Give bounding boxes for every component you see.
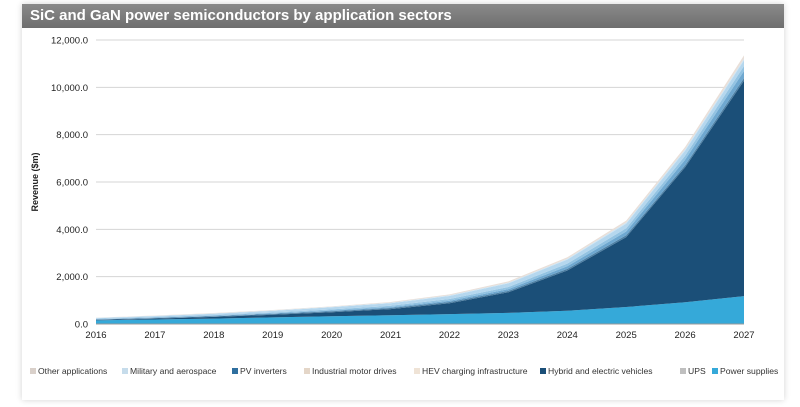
area-pv-inverters <box>96 60 744 319</box>
y-tick-label: 4,000.0 <box>56 225 88 236</box>
legend-label: Hybrid and electric vehicles <box>548 366 653 376</box>
x-tick-label: 2016 <box>85 330 106 341</box>
legend-label: Other applications <box>38 366 108 376</box>
legend-swatch <box>712 367 718 374</box>
legend-label: PV inverters <box>240 366 287 376</box>
x-tick-label: 2026 <box>675 330 696 341</box>
area-chart: 0.0 2,000.0 4,000.0 6,000.0 8,000.0 10,000.0 1… <box>30 36 755 342</box>
x-tick-label: 2021 <box>380 330 401 341</box>
legend-label: Power supplies <box>720 366 779 376</box>
y-tick-label: 8,000.0 <box>56 130 88 141</box>
chart-frame: SiC and GaN power semiconductors by appl… <box>22 4 784 400</box>
x-tick-label: 2019 <box>262 330 283 341</box>
x-tick-label: 2023 <box>498 330 519 341</box>
area-hybrid-and-electric-vehicles <box>96 80 744 321</box>
legend-item: PV inverters <box>232 366 287 376</box>
y-tick-label: 10,000.0 <box>51 83 88 94</box>
y-tick-label: 6,000.0 <box>56 178 88 189</box>
legend-swatch <box>540 367 546 374</box>
legend-item: HEV charging infrastructure <box>414 366 528 376</box>
legend-item: Industrial motor drives <box>304 366 397 376</box>
chart-title-bar: SiC and GaN power semiconductors by appl… <box>22 4 784 28</box>
x-tick-label: 2022 <box>439 330 460 341</box>
legend-swatch <box>232 367 238 374</box>
area-power-supplies <box>96 296 744 324</box>
legend-swatch <box>304 367 310 374</box>
y-tick-label: 2,000.0 <box>56 272 88 283</box>
x-tick-label: 2025 <box>616 330 637 341</box>
legend-item: Hybrid and electric vehicles <box>540 366 653 376</box>
legend-item: Military and aerospace <box>122 366 216 376</box>
x-tick-label: 2027 <box>733 330 754 341</box>
legend-swatch <box>122 367 128 374</box>
legend-label: UPS <box>688 366 706 376</box>
y-tick-label: 12,000.0 <box>51 36 88 47</box>
chart-legend: Other applications Military and aerospace… <box>30 366 782 380</box>
area-industrial-motor-drives <box>96 66 744 320</box>
legend-item: Power supplies <box>712 366 778 376</box>
y-axis-label: Revenue ($m) <box>30 152 40 211</box>
x-tick-label: 2017 <box>144 330 165 341</box>
legend-label: Industrial motor drives <box>312 366 397 376</box>
x-tick-label: 2018 <box>203 330 224 341</box>
legend-swatch <box>414 367 420 374</box>
legend-item: UPS <box>680 366 706 376</box>
y-tick-label: 0.0 <box>75 320 88 331</box>
x-tick-label: 2020 <box>321 330 342 341</box>
legend-swatch <box>30 367 36 374</box>
legend-label: HEV charging infrastructure <box>422 366 528 376</box>
x-tick-label: 2024 <box>557 330 578 341</box>
chart-title: SiC and GaN power semiconductors by appl… <box>30 7 452 24</box>
legend-label: Military and aerospace <box>130 366 217 376</box>
legend-swatch <box>680 367 686 374</box>
legend-item: Other applications <box>30 366 107 376</box>
